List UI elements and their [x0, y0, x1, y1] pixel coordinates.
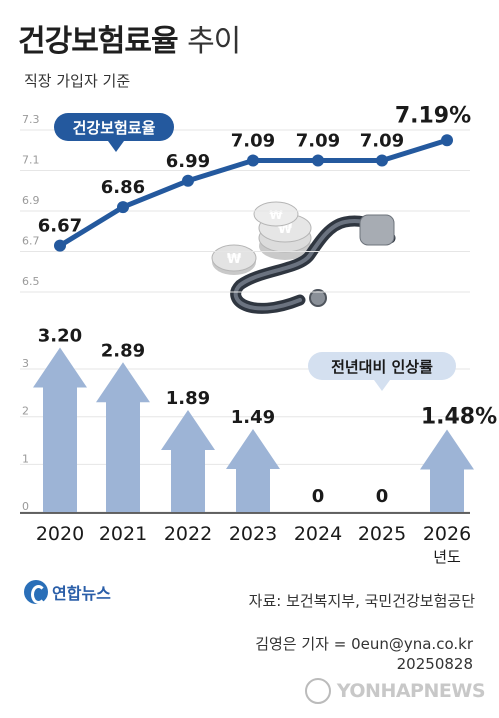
x-category-label: 2021: [99, 523, 147, 545]
line-badge-label: 건강보험료율: [73, 119, 156, 137]
bar-value-label: 1.89: [166, 388, 210, 409]
x-category-label: 2023: [229, 523, 277, 545]
credit: 김영은 기자 = 0eun@yna.co.kr 20250828: [255, 634, 473, 674]
line-value-label: 6.99: [166, 151, 210, 172]
source-text: 자료: 보건복지부, 국민건강보험공단: [248, 592, 475, 610]
bar-value-label: 1.49: [231, 407, 275, 428]
title-light: 추이: [187, 24, 241, 59]
line-point: [441, 134, 453, 147]
line-point: [117, 201, 129, 214]
bar-badge-pointer: [374, 380, 390, 391]
line-value-label: 7.09: [231, 131, 275, 152]
bar-arrow: [96, 362, 150, 512]
line-ytick-label: 6.5: [22, 275, 40, 288]
bar-ytick-label: 2: [22, 405, 29, 418]
line-point: [312, 154, 324, 167]
bar-value-label: 0: [376, 486, 389, 507]
x-category-label: 2020: [36, 523, 84, 545]
line-ytick-label: 6.9: [22, 194, 40, 207]
logo-text: 연합뉴스: [52, 584, 111, 603]
svg-text:₩: ₩: [227, 252, 242, 267]
page-title: 건강보험료율 추이: [18, 16, 241, 60]
bar-arrow: [420, 429, 474, 512]
line-point: [182, 174, 194, 187]
line-value-label: 7.19%: [395, 103, 471, 128]
yonhap-logo-icon: [24, 580, 48, 604]
x-category-label: 2024: [294, 523, 342, 545]
line-ytick-label: 7.3: [22, 113, 40, 126]
line-badge-pointer: [108, 141, 124, 152]
line-value-label: 6.86: [101, 177, 145, 198]
line-ytick-label: 7.1: [22, 154, 40, 167]
line-badge: [54, 113, 174, 141]
bar-arrow: [161, 409, 215, 512]
x-category-sublabel: 년도: [433, 548, 461, 566]
line-value-label: 7.09: [360, 131, 404, 152]
watermark: YONHAPNEWS: [304, 678, 486, 704]
bar-badge-label: 전년대비 인상률: [331, 358, 433, 376]
bar-ytick-label: 1: [22, 452, 29, 465]
line-value-label: 7.09: [296, 131, 340, 152]
x-category-label: 2026: [423, 523, 471, 545]
title-bold: 건강보험료율: [18, 24, 179, 59]
date-text: 20250828: [396, 655, 473, 673]
bar-value-label: 2.89: [101, 340, 145, 361]
watermark-icon: [304, 678, 331, 704]
reporter-text: 김영은 기자 = 0eun@yna.co.kr: [255, 635, 473, 653]
bar-ytick-label: 0: [22, 500, 29, 513]
bar-ytick-label: 3: [22, 357, 29, 370]
watermark-text: YONHAPNEWS: [336, 680, 486, 702]
yonhap-logo: 연합뉴스: [24, 580, 111, 604]
line-point: [376, 154, 388, 167]
svg-text:₩: ₩: [269, 208, 283, 222]
x-category-label: 2025: [358, 523, 406, 545]
subtitle: 직장 가입자 기준: [24, 72, 131, 90]
bar-value-label: 3.20: [38, 326, 82, 347]
bar-arrow: [226, 429, 280, 512]
bar-value-label: 1.48%: [421, 404, 497, 429]
line-point: [247, 154, 259, 167]
bar-value-label: 0: [312, 486, 325, 507]
bar-arrow: [33, 347, 87, 512]
bar-badge: [308, 352, 456, 380]
line-value-label: 6.67: [38, 216, 82, 237]
line-point: [54, 239, 66, 252]
x-category-label: 2022: [164, 523, 212, 545]
line-ytick-label: 6.7: [22, 235, 40, 248]
